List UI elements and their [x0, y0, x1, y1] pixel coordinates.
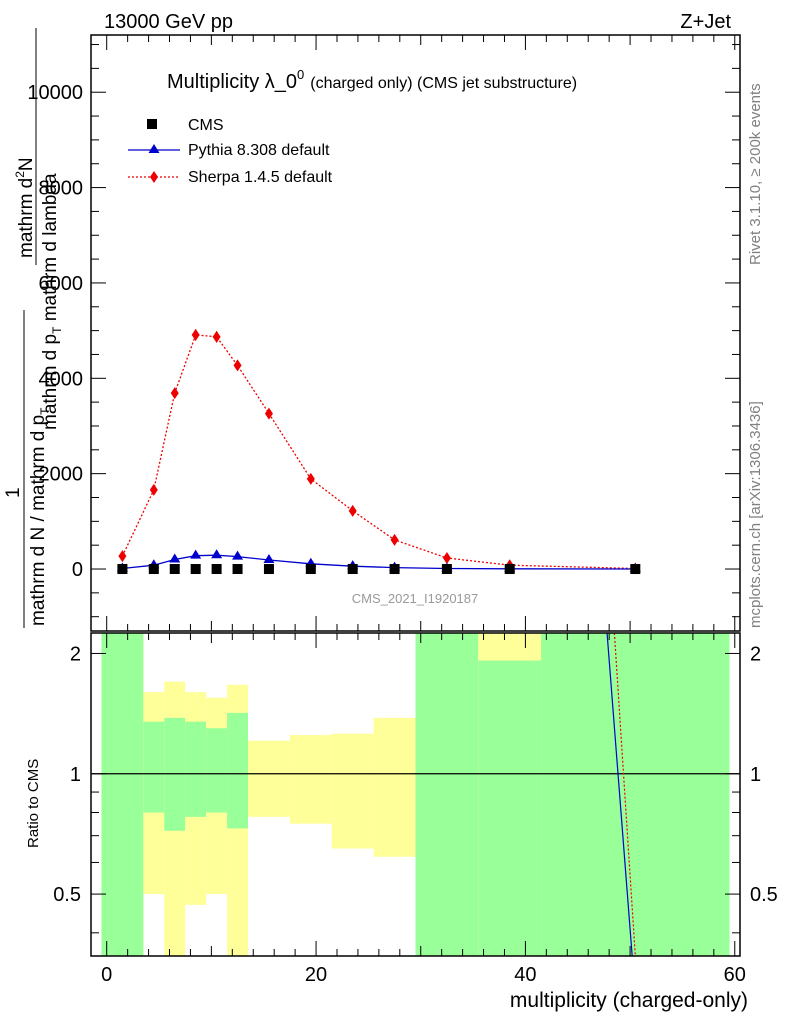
ratio-green-band: [185, 721, 207, 817]
x-tick-label: 60: [724, 964, 746, 986]
ratio-yellow-band: [248, 740, 290, 817]
ratio-frame: [90, 632, 741, 957]
ylabel-prefix-denominator: mathrm d N / mathrm d pT: [28, 407, 52, 626]
sherpa-point: [212, 330, 221, 343]
cms-point: [211, 564, 222, 575]
main-axis-ticks: 0 2000 4000 6000 8000 10000: [27, 35, 740, 631]
sherpa-point: [306, 472, 315, 485]
mcplots-label: mcplots.cern.ch [arXiv:1306.3436]: [747, 401, 764, 628]
sherpa-point: [233, 359, 242, 372]
legend-sherpa-label: Sherpa 1.4.5 default: [188, 169, 333, 186]
ratio-ylabel: Ratio to CMS: [25, 759, 42, 848]
x-tick-label: 20: [305, 964, 327, 986]
ratio-green-band: [206, 728, 228, 813]
ratio-green-band: [415, 633, 479, 956]
cms-point: [148, 564, 159, 575]
energy-label: 13000 GeV pp: [104, 11, 233, 33]
main-frame: [90, 34, 741, 632]
legend-sherpa-marker: [150, 171, 158, 183]
ratio-yellow-band: [289, 735, 332, 824]
sherpa-point: [170, 387, 179, 400]
ratio-plot-area: [91, 632, 740, 957]
ylabel-denominator: mathrm d pT mathrm d lambda: [40, 173, 64, 430]
cms-point: [305, 564, 316, 575]
sherpa-point: [442, 552, 451, 565]
sherpa-line: [121, 334, 636, 570]
cms-point: [190, 564, 201, 575]
pythia-point: [169, 553, 181, 563]
legend-pythia-label: Pythia 8.308 default: [188, 142, 330, 159]
ylabel-numerator: mathrm d2N: [13, 157, 37, 258]
pythia-point: [211, 549, 223, 559]
pythia-ratio-line: [606, 632, 633, 957]
ratio-yellow-band: [373, 717, 416, 857]
main-title-sup: 0: [297, 67, 304, 82]
main-title: Multiplicity λ_00(charged only) (CMS jet…: [167, 67, 577, 93]
sherpa-point: [348, 504, 357, 517]
cms-point: [117, 564, 128, 575]
ratio-green-band: [478, 660, 542, 956]
cms-point: [169, 564, 180, 575]
process-label: Z+Jet: [680, 11, 731, 33]
main-ytick-label: 2000: [39, 464, 84, 486]
rivet-label: Rivet 3.1.10, ≥ 200k events: [747, 83, 764, 265]
ratio-ytick-label: 2: [70, 643, 81, 665]
sherpa-point: [264, 407, 273, 420]
legend-cms-label: CMS: [188, 117, 224, 134]
x-axis-label: multiplicity (charged-only): [510, 989, 748, 1012]
pythia-point: [263, 553, 275, 563]
ratio-ytick-label: 0.5: [53, 884, 81, 906]
main-ytick-label: 0: [72, 559, 83, 581]
main-title-suffix: (charged only) (CMS jet substructure): [310, 75, 577, 92]
pythia-point: [190, 549, 202, 559]
main-ytick-label: 6000: [39, 273, 84, 295]
ratio-ytick-label-right: 2: [750, 643, 761, 665]
ylabel-prefix-one: 1: [3, 487, 24, 498]
ratio-ytick-label-right: 0.5: [750, 884, 778, 906]
x-tick-label: 40: [514, 964, 536, 986]
ratio-yellow-band: [331, 733, 374, 849]
cms-point: [347, 564, 358, 575]
ratio-green-band: [101, 633, 144, 956]
ratio-axis-ticks: 0.5 0.51 12 20 20 40 60: [53, 633, 778, 986]
cms-point: [389, 564, 400, 575]
analysis-watermark: CMS_2021_I1920187: [352, 591, 479, 606]
x-tick-label: 0: [101, 964, 112, 986]
cms-point: [504, 564, 515, 575]
legend-cms-marker: [147, 119, 157, 129]
main-ytick-label: 10000: [27, 82, 83, 104]
ratio-ytick-label-right: 1: [750, 764, 761, 786]
main-ytick-label: 8000: [39, 178, 84, 200]
pythia-point: [232, 550, 244, 560]
main-ylabel: mathrm d2N mathrm d pT mathrm d lambda 1…: [3, 28, 64, 628]
main-plot-area: [116, 328, 641, 575]
ratio-ytick-label: 1: [70, 764, 81, 786]
cms-point: [232, 564, 243, 575]
legend: CMS Pythia 8.308 default Sherpa 1.4.5 de…: [128, 117, 333, 186]
main-ytick-label: 4000: [39, 368, 84, 390]
sherpa-point: [191, 328, 200, 341]
cms-point: [263, 564, 274, 575]
sherpa-point: [149, 483, 158, 496]
legend-pythia-marker: [148, 144, 160, 153]
sherpa-ratio-line: [613, 632, 636, 957]
cms-point: [441, 564, 452, 575]
cms-point: [630, 564, 641, 575]
ratio-green-band: [143, 721, 165, 813]
ratio-green-band: [541, 633, 730, 956]
ratio-green-band: [227, 712, 249, 829]
sherpa-point: [390, 533, 399, 546]
sherpa-point: [118, 550, 127, 563]
